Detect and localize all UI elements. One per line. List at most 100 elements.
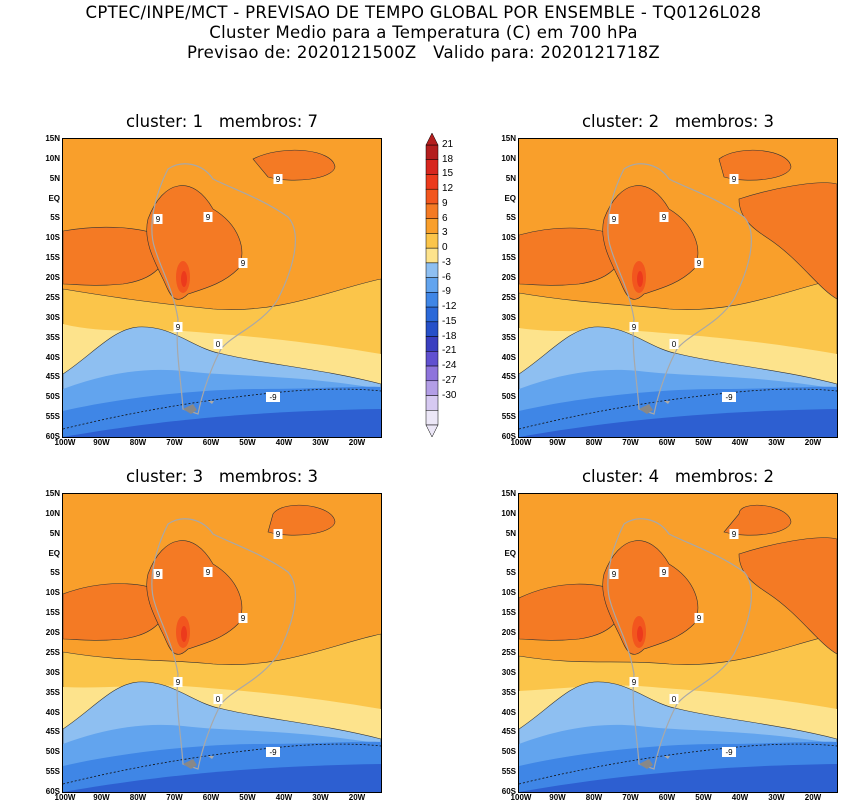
lon-label: 40W [731,438,749,447]
lon-label: 60W [658,793,676,802]
lon-label: 40W [731,793,749,802]
contour-label-9: 9 [632,678,637,687]
lat-label: 15N [45,134,60,143]
lat-label: 15S [501,253,516,263]
lat-label: 45S [501,727,516,737]
lat-label: 10N [45,153,60,163]
lon-label: 20W [804,438,822,447]
lat-label: 55S [45,412,60,422]
lon-label: 60W [658,438,676,447]
lon-label: 100W [54,793,76,802]
colorbar-swatch [425,247,439,264]
lat-label: 30S [45,667,60,677]
colorbar-swatch [425,380,439,396]
contour-label-9: 9 [732,530,737,539]
map-panel: 9 9 9 9 9 0 -9 [62,493,382,793]
lat-label: 50S [45,747,60,757]
colorbar-swatch [425,188,439,205]
colorbar-label: 15 [442,168,454,180]
lat-label: 25S [501,647,516,657]
lat-label: 15S [501,608,516,618]
lon-label: 20W [348,438,366,447]
lat-label: EQ [48,548,60,558]
colorbar-high-arrow [425,133,439,146]
colorbar-label: -15 [442,315,457,327]
lat-label: 55S [501,412,516,422]
colorbar-label: -9 [442,286,451,298]
lat-label: 50S [501,392,516,402]
lat-label: 10S [501,233,516,243]
lat-label: 55S [45,767,60,777]
colorbar-label: -18 [442,330,457,342]
lon-label: 80W [585,793,603,802]
lon-label: 50W [239,793,256,802]
main-title-line2: Cluster Medio para a Temperatura (C) em … [209,23,638,42]
lon-label: 30W [312,438,329,447]
contour-label-9: 9 [662,568,667,577]
lat-label: 45S [45,372,60,382]
lat-label: 10S [45,588,60,598]
colorbar-swatch [425,218,439,234]
colorbar-label: -27 [442,374,457,386]
lat-label: 10S [501,588,516,598]
lat-label: 40S [45,352,60,362]
map-panel: 9 9 9 9 9 0 -9 [62,138,382,438]
contour-label-9: 9 [276,530,281,539]
lat-label: 35S [45,687,60,697]
colorbar-label: -12 [442,301,457,313]
colorbar-low-arrow [425,424,439,438]
lat-label: 35S [45,332,60,342]
lat-label: EQ [504,548,516,558]
lon-label: 80W [585,438,603,447]
colorbar-label: 0 [442,242,448,254]
lon-label: 30W [768,793,785,802]
colorbar-label: -3 [442,256,451,268]
colorbar-label: -30 [442,389,457,401]
lon-label: 40W [275,793,293,802]
colorbar-swatch [425,262,439,278]
lat-label: 55S [501,767,516,777]
colorbar-swatch [425,277,439,293]
lat-label: 15N [501,489,516,498]
lon-label: 30W [312,793,329,802]
lat-label: 25S [45,647,60,657]
lat-label: 40S [45,707,60,717]
colorbar-label: -21 [442,345,457,357]
lat-label: 15S [45,253,60,263]
lat-label: 5S [506,213,516,223]
colorbar-swatch [425,336,439,352]
colorbar-swatch [425,395,439,411]
lat-label: 30S [501,667,516,677]
contour-label-9: 9 [276,175,281,184]
lat-label: 30S [501,312,516,322]
colorbar-swatch [425,306,439,323]
lat-label: 60S [45,432,60,441]
lat-label: 45S [45,727,60,737]
lat-label: 15N [501,134,516,143]
colorbar-label: 6 [442,212,448,224]
colorbar-swatch [425,292,439,308]
map-panel: 9 9 9 9 9 0 -9 [518,138,838,438]
contour-label-9: 9 [176,323,181,332]
colorbar-swatch [425,144,439,160]
contour-label-0: 0 [672,340,677,349]
contour-label-9: 9 [156,570,161,579]
contour-label-0: 0 [672,695,677,704]
lon-label: 100W [54,438,76,447]
lon-label: 70W [166,793,183,802]
lon-label: 70W [166,438,183,447]
colorbar-swatch [425,365,439,382]
colorbar-swatch [425,174,439,190]
lat-label: 15N [45,489,60,498]
colorbar-label: -6 [442,271,451,283]
lat-label: 5S [506,568,516,578]
contour-label-minus9: -9 [725,393,733,402]
lat-label: 5N [505,173,516,183]
lat-label: 35S [501,687,516,697]
main-title-line1: CPTEC/INPE/MCT - PREVISAO DE TEMPO GLOBA… [85,3,762,22]
lat-label: 60S [45,787,60,796]
lat-label: 60S [501,432,516,441]
colorbar-swatch [425,321,439,337]
lon-label: 40W [275,438,293,447]
lat-label: 40S [501,352,516,362]
